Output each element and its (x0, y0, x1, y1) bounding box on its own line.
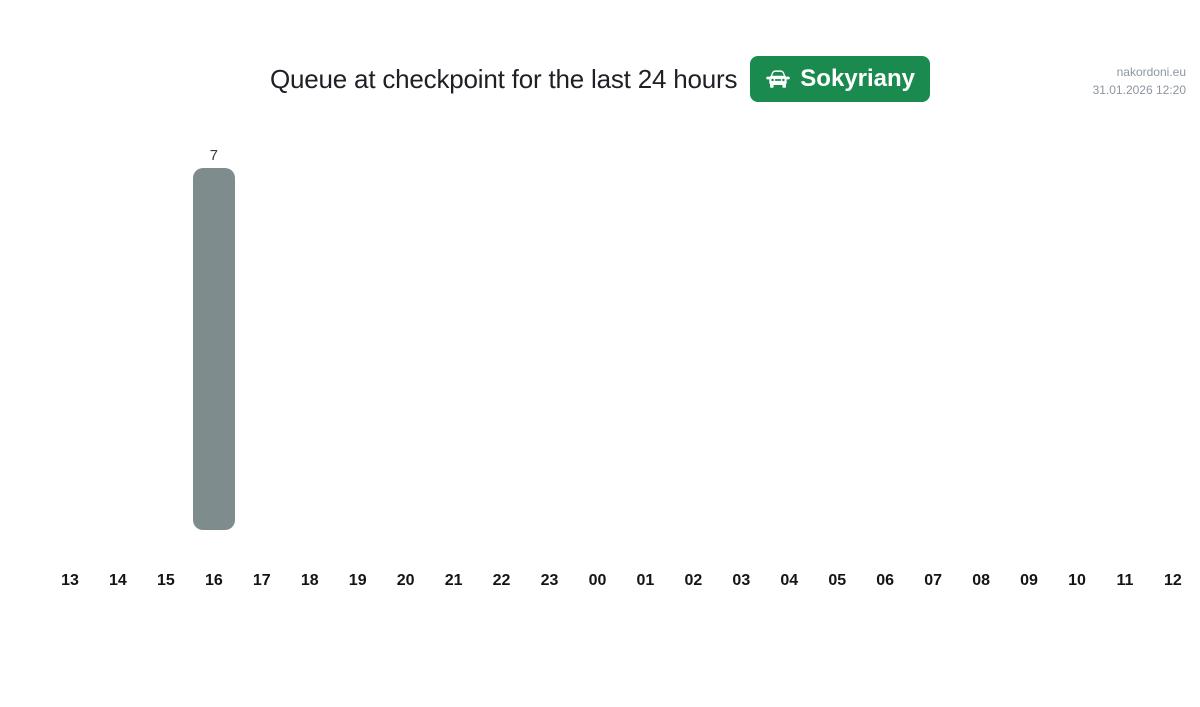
bar-value-label-16: 7 (209, 147, 218, 164)
bar-slot-10 (1053, 142, 1101, 530)
bar-slot-11 (1101, 142, 1149, 530)
bar-16 (192, 168, 235, 530)
bar-slot-08 (957, 142, 1005, 530)
x-axis-label-19: 19 (348, 572, 367, 589)
x-axis-label-10: 10 (1068, 572, 1086, 589)
bars-area: 7 (46, 142, 1197, 530)
bar-slot-16: 7 (190, 142, 238, 530)
x-axis-label-05: 05 (828, 572, 847, 589)
x-axis-label-12: 12 (1164, 572, 1182, 589)
bar-slot-21 (430, 142, 478, 530)
bar-slot-07 (909, 142, 957, 530)
x-axis-label-07: 07 (924, 572, 943, 589)
car-front-icon (765, 66, 791, 92)
x-axis-label-22: 22 (492, 572, 511, 589)
x-axis-label-00: 00 (588, 572, 607, 589)
x-axis-label-17: 17 (252, 572, 271, 589)
x-axis-label-02: 02 (684, 572, 703, 589)
checkpoint-badge[interactable]: Sokyriany (750, 56, 931, 102)
bar-slot-17 (238, 142, 286, 530)
bar-slot-20 (382, 142, 430, 530)
watermark-timestamp: 31.01.2026 12:20 (1092, 83, 1186, 97)
watermark: nakordoni.eu 31.01.2026 12:20 (1093, 63, 1186, 99)
bar-slot-12 (1149, 142, 1197, 530)
x-axis-label-21: 21 (444, 572, 463, 589)
x-axis-label-11: 11 (1116, 572, 1134, 589)
bar-slot-05 (813, 142, 861, 530)
bar-slot-15 (142, 142, 190, 530)
bar-slot-00 (573, 142, 621, 530)
bar-slot-03 (717, 142, 765, 530)
x-axis-label-06: 06 (876, 572, 895, 589)
x-axis-label-15: 15 (156, 572, 175, 589)
x-axis-label-01: 01 (636, 572, 655, 589)
bar-slot-13 (46, 142, 94, 530)
bar-slot-01 (621, 142, 669, 530)
x-axis-label-18: 18 (300, 572, 319, 589)
x-axis-label-09: 09 (1020, 572, 1038, 589)
bar-slot-22 (478, 142, 526, 530)
bar-slot-09 (1005, 142, 1053, 530)
bar-slot-06 (861, 142, 909, 530)
bar-slot-02 (669, 142, 717, 530)
bar-slot-19 (334, 142, 382, 530)
bar-slot-23 (526, 142, 574, 530)
x-axis: 13 14 15 16 17 18 19 20 21 22 23 00 01 02 03 04 05 06 07 08… (46, 572, 1197, 590)
bar-slot-18 (286, 142, 334, 530)
x-axis-label-13: 13 (61, 572, 79, 589)
x-axis-label-16: 16 (204, 572, 223, 589)
x-axis-label-14: 14 (109, 572, 127, 589)
chart-title: Queue at checkpoint for the last 24 hour… (269, 63, 738, 94)
chart-header: Queue at checkpoint for the last 24 hour… (0, 56, 1200, 102)
x-axis-label-03: 03 (732, 572, 751, 589)
checkpoint-badge-label: Sokyriany (800, 65, 916, 92)
x-axis-label-04: 04 (780, 572, 799, 589)
x-axis-label-23: 23 (540, 572, 559, 589)
x-axis-label-20: 20 (396, 572, 415, 589)
watermark-site: nakordoni.eu (1116, 65, 1186, 79)
bar-slot-14 (94, 142, 142, 530)
x-axis-label-08: 08 (972, 572, 990, 589)
bar-slot-04 (765, 142, 813, 530)
